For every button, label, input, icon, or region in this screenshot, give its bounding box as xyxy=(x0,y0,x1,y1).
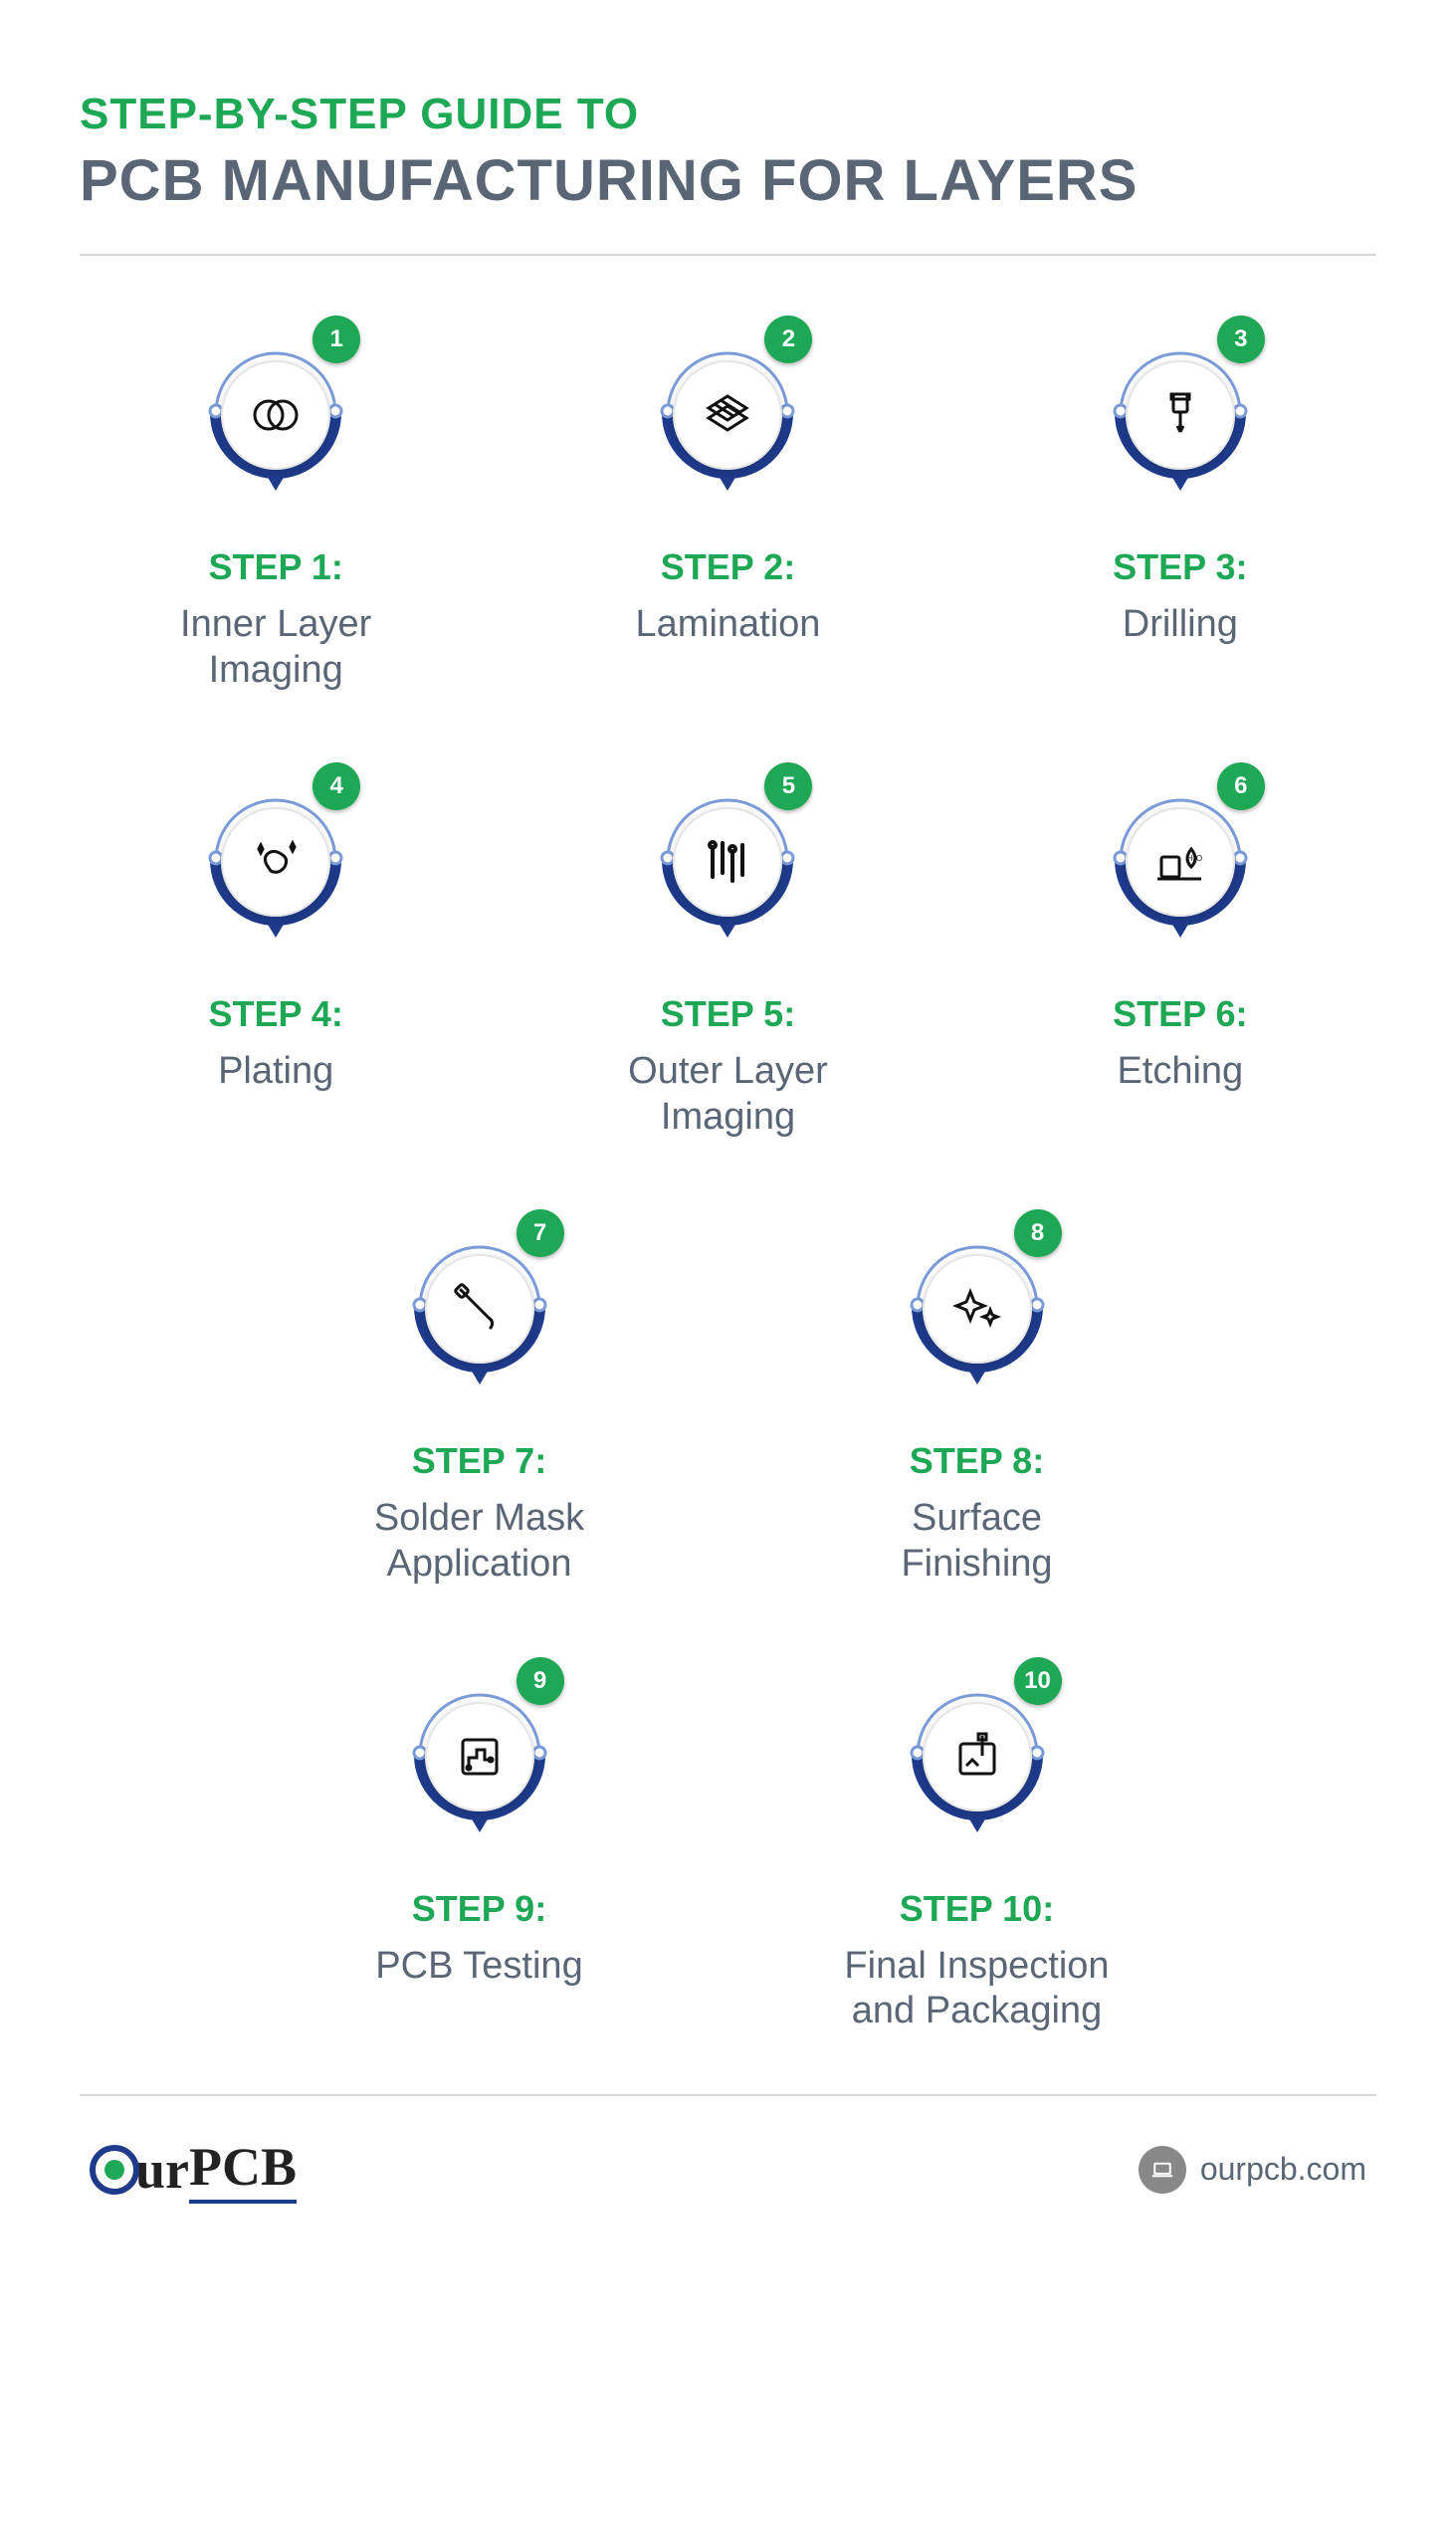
step-card: 8 STEP 8: Surface Finishing xyxy=(838,1209,1117,1587)
step-card: 4 STEP 4: Plating xyxy=(139,762,412,1140)
beaker-drop-icon xyxy=(1153,835,1207,889)
step-number-badge: 9 xyxy=(517,1657,564,1705)
step-card: 2 STEP 2: Lamination xyxy=(591,316,864,693)
step-number-badge: 8 xyxy=(1014,1209,1062,1257)
sparkle-hand-icon xyxy=(249,835,303,889)
step-label: STEP 3: xyxy=(1113,546,1247,588)
step-label: STEP 10: xyxy=(900,1888,1054,1930)
step-card: 10 STEP 10: Final Inspection and Packagi… xyxy=(838,1657,1117,2034)
page-title-pre: STEP-BY-STEP GUIDE TO xyxy=(80,90,1376,139)
step-title: Surface Finishing xyxy=(838,1496,1117,1587)
page-title-main: PCB MANUFACTURING FOR LAYERS xyxy=(80,147,1376,214)
step-badge: 8 xyxy=(893,1209,1062,1408)
step-badge: 5 xyxy=(643,762,812,961)
solder-iron-icon xyxy=(453,1282,507,1336)
step-row: 7 STEP 7: Solder Mask Application 8 STEP… xyxy=(139,1209,1317,1587)
step-card: 7 STEP 7: Solder Mask Application xyxy=(340,1209,619,1587)
step-label: STEP 4: xyxy=(208,993,342,1035)
step-number-badge: 10 xyxy=(1014,1657,1062,1705)
step-title: Inner Layer Imaging xyxy=(139,602,412,693)
step-badge: 7 xyxy=(395,1209,564,1408)
inspect-board-icon xyxy=(950,1730,1004,1784)
step-title: Solder Mask Application xyxy=(340,1496,619,1587)
circuit-lines-icon xyxy=(701,835,754,889)
logo-o-icon xyxy=(90,2145,139,2195)
step-card: 1 STEP 1: Inner Layer Imaging xyxy=(139,316,412,693)
step-badge: 10 xyxy=(893,1657,1062,1856)
drill-icon xyxy=(1153,388,1207,442)
step-card: 3 STEP 3: Drilling xyxy=(1044,316,1317,693)
layers-grid-icon xyxy=(701,388,754,442)
site-link[interactable]: ourpcb.com xyxy=(1139,2146,1366,2194)
step-badge: 1 xyxy=(191,316,360,515)
footer: urPCB ourpcb.com xyxy=(80,2136,1376,2204)
step-badge: 2 xyxy=(643,316,812,515)
step-row: 1 STEP 1: Inner Layer Imaging 2 STEP 2: … xyxy=(139,316,1317,693)
divider-top xyxy=(80,254,1376,256)
step-badge: 4 xyxy=(191,762,360,961)
step-number-badge: 7 xyxy=(517,1209,564,1257)
step-card: 5 STEP 5: Outer Layer Imaging xyxy=(591,762,864,1140)
step-badge: 3 xyxy=(1096,316,1265,515)
step-row: 4 STEP 4: Plating 5 STEP 5: Outer Layer … xyxy=(139,762,1317,1140)
step-label: STEP 8: xyxy=(910,1440,1044,1482)
step-card: 9 STEP 9: PCB Testing xyxy=(340,1657,619,2034)
step-row: 9 STEP 9: PCB Testing 10 STEP 10: Final … xyxy=(139,1657,1317,2034)
step-label: STEP 9: xyxy=(412,1888,546,1930)
step-label: STEP 2: xyxy=(661,546,795,588)
sparkles-icon xyxy=(950,1282,1004,1336)
chip-test-icon xyxy=(453,1730,507,1784)
step-label: STEP 1: xyxy=(208,546,342,588)
step-label: STEP 6: xyxy=(1113,993,1247,1035)
step-number-badge: 6 xyxy=(1217,762,1265,810)
step-number-badge: 3 xyxy=(1217,316,1265,363)
overlap-circles-icon xyxy=(249,388,303,442)
step-number-badge: 4 xyxy=(312,762,360,810)
step-title: Final Inspection and Packaging xyxy=(838,1944,1117,2034)
laptop-icon xyxy=(1139,2146,1186,2194)
step-title: Etching xyxy=(1117,1049,1243,1095)
step-number-badge: 1 xyxy=(312,316,360,363)
step-label: STEP 7: xyxy=(412,1440,546,1482)
step-title: PCB Testing xyxy=(375,1944,582,1990)
logo-pcb-text: PCB xyxy=(189,2136,297,2204)
step-card: 6 STEP 6: Etching xyxy=(1044,762,1317,1140)
steps-container: 1 STEP 1: Inner Layer Imaging 2 STEP 2: … xyxy=(80,316,1376,2034)
brand-logo: urPCB xyxy=(90,2136,297,2204)
step-label: STEP 5: xyxy=(661,993,795,1035)
step-badge: 6 xyxy=(1096,762,1265,961)
step-title: Outer Layer Imaging xyxy=(591,1049,864,1140)
step-title: Drilling xyxy=(1123,602,1238,648)
step-title: Lamination xyxy=(636,602,821,648)
step-title: Plating xyxy=(218,1049,333,1095)
divider-bottom xyxy=(80,2094,1376,2096)
logo-text: ur xyxy=(135,2139,189,2201)
step-badge: 9 xyxy=(395,1657,564,1856)
site-url: ourpcb.com xyxy=(1200,2151,1366,2188)
